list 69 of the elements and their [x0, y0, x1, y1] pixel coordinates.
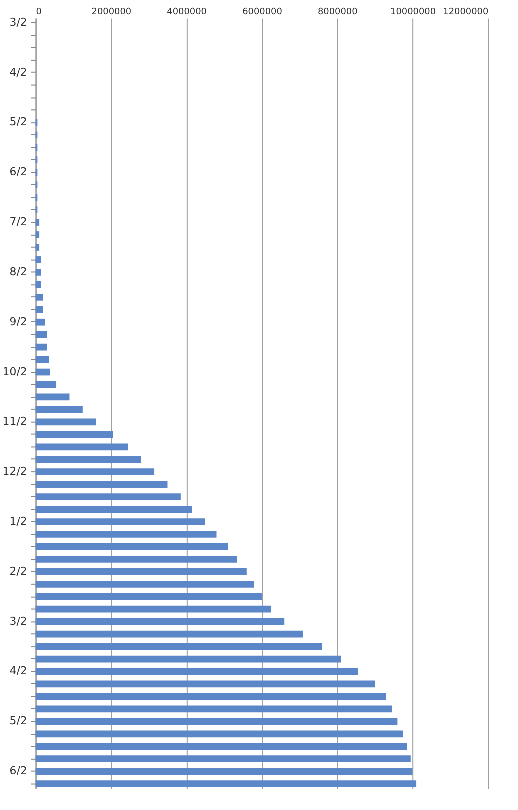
- bar: [36, 643, 322, 650]
- bar: [36, 768, 413, 776]
- bar: [36, 531, 217, 538]
- bar: [36, 244, 40, 251]
- y-tick-label: 9/2: [10, 315, 28, 328]
- y-tick-label: 3/2: [10, 614, 28, 628]
- bar: [36, 344, 48, 351]
- bar: [36, 730, 404, 738]
- x-tick-label: 8000000: [318, 8, 358, 18]
- x-tick-label: 6000000: [242, 8, 283, 18]
- bar: [36, 381, 57, 388]
- bar: [36, 481, 168, 488]
- x-tick-label: 4000000: [167, 8, 208, 18]
- y-tick-label: 11/2: [2, 415, 28, 428]
- bar: [36, 718, 398, 726]
- bar: [36, 306, 44, 314]
- bar: [36, 518, 206, 526]
- y-tick-label: 10/2: [2, 365, 28, 378]
- bar: [36, 556, 238, 563]
- bar: [36, 606, 272, 613]
- y-tick-label: 5/2: [10, 714, 28, 728]
- bar: [36, 468, 155, 476]
- bar: [36, 506, 192, 513]
- bar: [36, 232, 40, 238]
- y-tick-label: 6/2: [10, 764, 28, 778]
- y-tick-label: 6/2: [10, 166, 28, 179]
- x-tick-label: 10000000: [390, 8, 436, 18]
- bar: [36, 394, 70, 401]
- y-tick-label: 4/2: [10, 66, 28, 79]
- bar: [36, 568, 247, 576]
- bar: [36, 269, 42, 276]
- bar: [36, 544, 228, 550]
- bar: [36, 668, 358, 676]
- bar: [36, 680, 376, 688]
- bar: [36, 743, 408, 750]
- bar: [36, 630, 304, 638]
- y-tick-label: 2/2: [10, 564, 28, 578]
- bar: [36, 431, 114, 438]
- bar: [36, 656, 342, 663]
- bar: [36, 331, 48, 338]
- bar: [36, 368, 50, 376]
- bar: [36, 281, 42, 288]
- x-tick-label: 2000000: [92, 8, 132, 18]
- bar: [36, 256, 42, 264]
- bar: [36, 456, 142, 464]
- y-tick-label: 3/2: [10, 16, 28, 29]
- bar: [36, 356, 49, 364]
- y-tick-label: 7/2: [10, 216, 28, 229]
- bar: [36, 618, 285, 626]
- bar: [36, 418, 96, 426]
- y-tick-label: 8/2: [10, 265, 28, 278]
- y-tick-label: 1/2: [10, 514, 28, 528]
- bar: [36, 219, 40, 226]
- y-tick-label: 4/2: [10, 664, 28, 678]
- bar: [36, 444, 128, 451]
- bar: [36, 494, 181, 500]
- bar: [36, 294, 44, 301]
- bar: [36, 756, 411, 763]
- bar: [36, 593, 262, 600]
- bar: [36, 580, 254, 588]
- bar: [36, 406, 83, 414]
- bar: [36, 318, 46, 326]
- bar: [36, 780, 417, 788]
- x-tick-label: 0: [36, 8, 42, 18]
- x-tick-label: 12000000: [443, 8, 489, 18]
- bar: [36, 706, 392, 713]
- y-tick-label: 5/2: [10, 116, 28, 129]
- y-tick-label: 12/2: [2, 465, 28, 478]
- bar: [36, 693, 386, 700]
